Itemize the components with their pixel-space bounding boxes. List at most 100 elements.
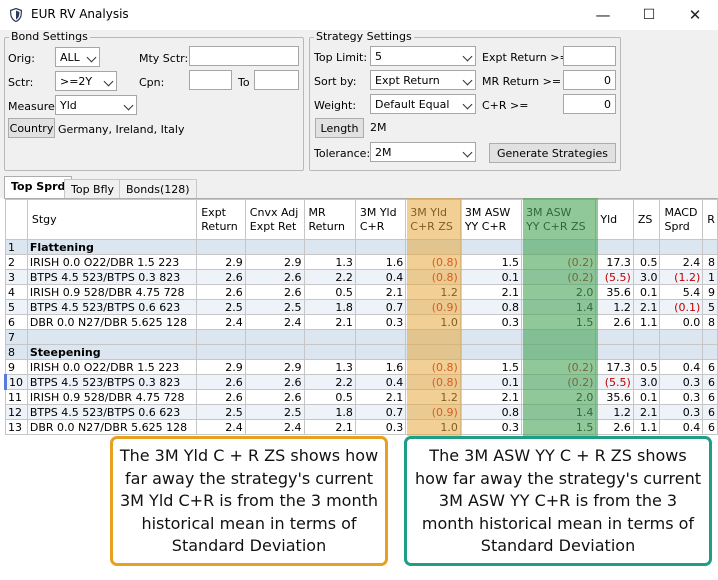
asw-yy-cr-zs-callout: The 3M ASW YY C + R ZS shows how far awa… — [404, 436, 712, 566]
table-cell: 0.0 — [659, 314, 704, 330]
table-cell — [459, 344, 523, 360]
title-bar: EUR RV Analysis — ☐ ✕ — [0, 0, 718, 30]
table-row[interactable]: 1 Flattening — [5, 239, 718, 255]
orig-select[interactable]: ALL — [55, 47, 100, 67]
strategy-name-cell: IRISH 0.9 528/DBR 4.75 728 — [26, 284, 198, 300]
table-cell — [459, 239, 523, 255]
table-cell: 2.1 — [303, 419, 356, 435]
column-header[interactable]: 3M Yld C+R — [354, 199, 407, 240]
strategy-name-cell — [26, 329, 198, 345]
table-cell: 1.2 — [595, 404, 634, 420]
cpn-to-field[interactable] — [254, 70, 299, 90]
table-cell: 2.1 — [303, 314, 356, 330]
table-row[interactable]: 11 IRISH 0.9 528/DBR 4.75 728 2.6 2.6 0.5 2.1… — [5, 389, 718, 405]
mr-return-field[interactable]: 0 — [563, 70, 616, 90]
cpn-from-field[interactable] — [189, 70, 232, 90]
row-index: 6 — [5, 314, 28, 330]
table-cell: 2.1 — [632, 404, 661, 420]
orig-value: ALL — [60, 51, 80, 64]
tab-top-bfly[interactable]: Top Bfly — [64, 179, 122, 198]
column-header[interactable]: MACD Sprd — [659, 199, 704, 240]
measure-label: Measure: — [8, 100, 59, 113]
mty-sctr-field[interactable] — [189, 46, 299, 66]
tab-top-sprd[interactable]: Top Sprd — [4, 176, 73, 198]
table-cell: 6 — [702, 419, 718, 435]
table-cell: 2.2 — [303, 374, 356, 390]
table-cell — [702, 329, 718, 345]
table-cell: 3.0 — [632, 269, 661, 285]
table-cell: 2.4 — [196, 419, 246, 435]
table-cell: (5.5) — [595, 269, 634, 285]
row-index: 9 — [5, 359, 28, 375]
strategy-table: Stgy Expt Return Cnvx Adj Expt Ret MR Retur… — [4, 199, 718, 435]
table-row[interactable]: 8 Steepening — [5, 344, 718, 360]
maximize-icon[interactable]: ☐ — [642, 7, 656, 23]
tab-bonds[interactable]: Bonds(128) — [119, 179, 197, 198]
weight-select[interactable]: Default Equal — [370, 94, 476, 114]
table-cell: 2.6 — [595, 314, 634, 330]
country-button[interactable]: Country — [8, 118, 55, 138]
strategy-settings-legend: Strategy Settings — [314, 30, 414, 43]
table-cell: (1.2) — [659, 269, 704, 285]
table-cell: 0.3 — [354, 419, 407, 435]
sort-by-select[interactable]: Expt Return — [370, 70, 476, 90]
top-limit-select[interactable]: 5 — [370, 46, 476, 66]
length-button[interactable]: Length — [315, 118, 364, 138]
row-index: 1 — [5, 239, 28, 255]
close-icon[interactable]: ✕ — [688, 6, 702, 24]
tolerance-select[interactable]: 2M — [370, 142, 476, 162]
window-title: EUR RV Analysis — [31, 7, 129, 21]
column-header[interactable]: Stgy — [26, 199, 198, 240]
column-header[interactable]: Expt Return — [196, 199, 246, 240]
table-cell: 1.3 — [303, 254, 356, 270]
row-index: 4 — [5, 284, 28, 300]
table-cell: 17.3 — [595, 254, 634, 270]
column-header[interactable]: ZS — [632, 199, 661, 240]
sort-by-label: Sort by: — [314, 75, 357, 88]
table-cell — [595, 329, 634, 345]
expt-return-field[interactable] — [563, 46, 616, 66]
table-cell: 0.5 — [632, 359, 661, 375]
column-header[interactable]: 3M ASW YY C+R — [459, 199, 523, 240]
column-header[interactable]: MR Return — [303, 199, 356, 240]
row-index: 3 — [5, 269, 28, 285]
row-index: 7 — [5, 329, 28, 345]
sctr-select[interactable]: >=2Y — [55, 71, 117, 91]
table-cell — [659, 329, 704, 345]
weight-label: Weight: — [314, 99, 357, 112]
table-row[interactable]: 7 — [5, 329, 718, 345]
chevron-down-icon — [462, 99, 473, 110]
yld-cr-zs-callout: The 3M Yld C + R ZS shows how far away t… — [110, 436, 388, 566]
column-header[interactable]: Yld — [595, 199, 634, 240]
asw-yy-cr-zs-highlight — [523, 198, 598, 436]
column-header[interactable]: R — [702, 199, 718, 240]
table-cell — [659, 344, 704, 360]
table-cell: 0.3 — [659, 404, 704, 420]
table-cell: 1.3 — [303, 359, 356, 375]
shield-icon — [10, 8, 22, 22]
table-cell: 2.1 — [459, 284, 523, 300]
chevron-down-icon — [462, 75, 473, 86]
table-cell: 0.4 — [354, 269, 407, 285]
minimize-icon[interactable]: — — [595, 6, 611, 24]
table-cell: 0.3 — [659, 374, 704, 390]
chevron-down-icon — [123, 100, 134, 111]
table-cell: 6 — [702, 389, 718, 405]
generate-strategies-button[interactable]: Generate Strategies — [489, 143, 616, 163]
cr-field[interactable]: 0 — [563, 94, 616, 114]
measure-select[interactable]: Yld — [55, 95, 137, 115]
column-header[interactable]: Cnvx Adj Expt Ret — [244, 199, 305, 240]
table-cell: 2.6 — [196, 269, 246, 285]
table-cell: 0.1 — [632, 389, 661, 405]
weight-value: Default Equal — [375, 98, 450, 111]
strategy-name-cell: DBR 0.0 N27/DBR 5.625 128 — [26, 314, 198, 330]
